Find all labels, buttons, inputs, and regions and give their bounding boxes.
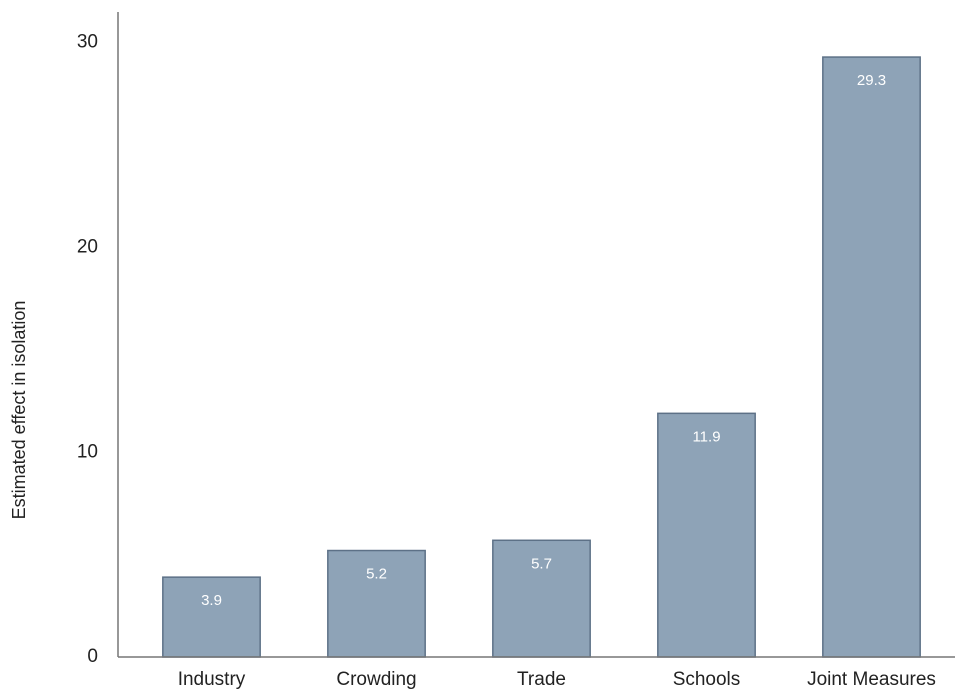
value-label: 29.3 [857, 72, 886, 89]
y-tick-label: 10 [77, 441, 98, 462]
bar [492, 539, 591, 658]
x-tick-label: Schools [673, 669, 741, 690]
value-label: 5.2 [366, 565, 387, 582]
y-tick-label: 30 [77, 32, 98, 53]
x-tick-label: Joint Measures [807, 669, 936, 690]
bar [822, 56, 921, 658]
y-tick-label: 20 [77, 236, 98, 257]
value-label: 3.9 [201, 592, 222, 609]
y-tick-label: 0 [87, 646, 98, 667]
bar [657, 412, 756, 658]
bar [162, 576, 261, 658]
x-tick-label: Industry [178, 669, 246, 690]
y-axis-label: Estimated effect in isolation [9, 301, 29, 520]
value-label: 5.7 [531, 555, 552, 572]
bar [327, 549, 426, 658]
value-label: 11.9 [692, 428, 720, 445]
x-tick-label: Trade [517, 669, 566, 690]
x-tick-label: Crowding [336, 669, 416, 690]
